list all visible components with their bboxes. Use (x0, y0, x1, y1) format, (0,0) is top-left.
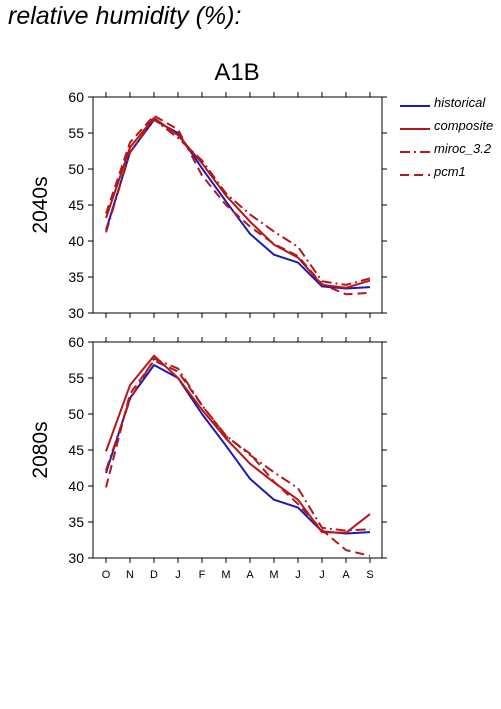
legend-item-pcm1: pcm1 (398, 164, 501, 187)
y-tick-label: 40 (68, 478, 84, 494)
series-line-pcm1 (105, 114, 371, 296)
x-tick-label: D (150, 569, 158, 581)
legend-item-historical: historical (398, 95, 501, 118)
series-line-pcm1 (105, 359, 371, 557)
panel-label-2080s: 2080s (29, 421, 52, 478)
series-line-historical (105, 364, 371, 535)
chart-legend: historical composite miroc_3.2 pcm1 (398, 95, 501, 187)
y-tick-label: 30 (68, 550, 84, 566)
x-tick-label: J (295, 569, 301, 581)
legend-item-composite: composite (398, 118, 501, 141)
y-tick-label: 55 (68, 125, 84, 141)
x-tick-label: N (126, 569, 134, 581)
legend-label-historical: historical (434, 95, 486, 110)
legend-label-composite: composite (434, 118, 494, 133)
y-tick-label: 60 (68, 334, 84, 350)
x-tick-label: J (319, 569, 325, 581)
x-tick-label: M (221, 569, 230, 581)
y-tick-label: 40 (68, 233, 84, 249)
y-tick-label: 35 (68, 269, 84, 285)
chart-title: A1B (214, 59, 259, 86)
x-tick-label: S (366, 569, 373, 581)
panel-label-2040s: 2040s (29, 176, 52, 233)
legend-swatch-pcm1 (400, 174, 430, 176)
legend-label-miroc: miroc_3.2 (434, 141, 492, 156)
y-tick-label: 50 (68, 406, 84, 422)
x-tick-label: A (246, 569, 254, 581)
y-tick-label: 50 (68, 161, 84, 177)
x-tick-label: O (102, 569, 111, 581)
legend-swatch-historical (400, 105, 430, 107)
x-tick-label: M (269, 569, 278, 581)
y-tick-label: 45 (68, 197, 84, 213)
x-tick-label: J (175, 569, 181, 581)
legend-swatch-miroc (400, 151, 430, 153)
y-tick-label: 45 (68, 442, 84, 458)
legend-label-pcm1: pcm1 (434, 164, 466, 179)
page-heading: relative humidity (%): (8, 2, 242, 30)
legend-swatch-composite (400, 128, 430, 130)
y-tick-label: 35 (68, 514, 84, 530)
y-tick-label: 30 (68, 305, 84, 321)
y-tick-label: 55 (68, 370, 84, 386)
legend-item-miroc: miroc_3.2 (398, 141, 501, 164)
y-tick-label: 60 (68, 89, 84, 105)
series-line-miroc_3.2 (105, 118, 371, 286)
panel-frame-2040s (92, 96, 383, 314)
series-line-historical (105, 119, 371, 290)
x-tick-label: F (199, 569, 206, 581)
x-tick-label: A (342, 569, 350, 581)
